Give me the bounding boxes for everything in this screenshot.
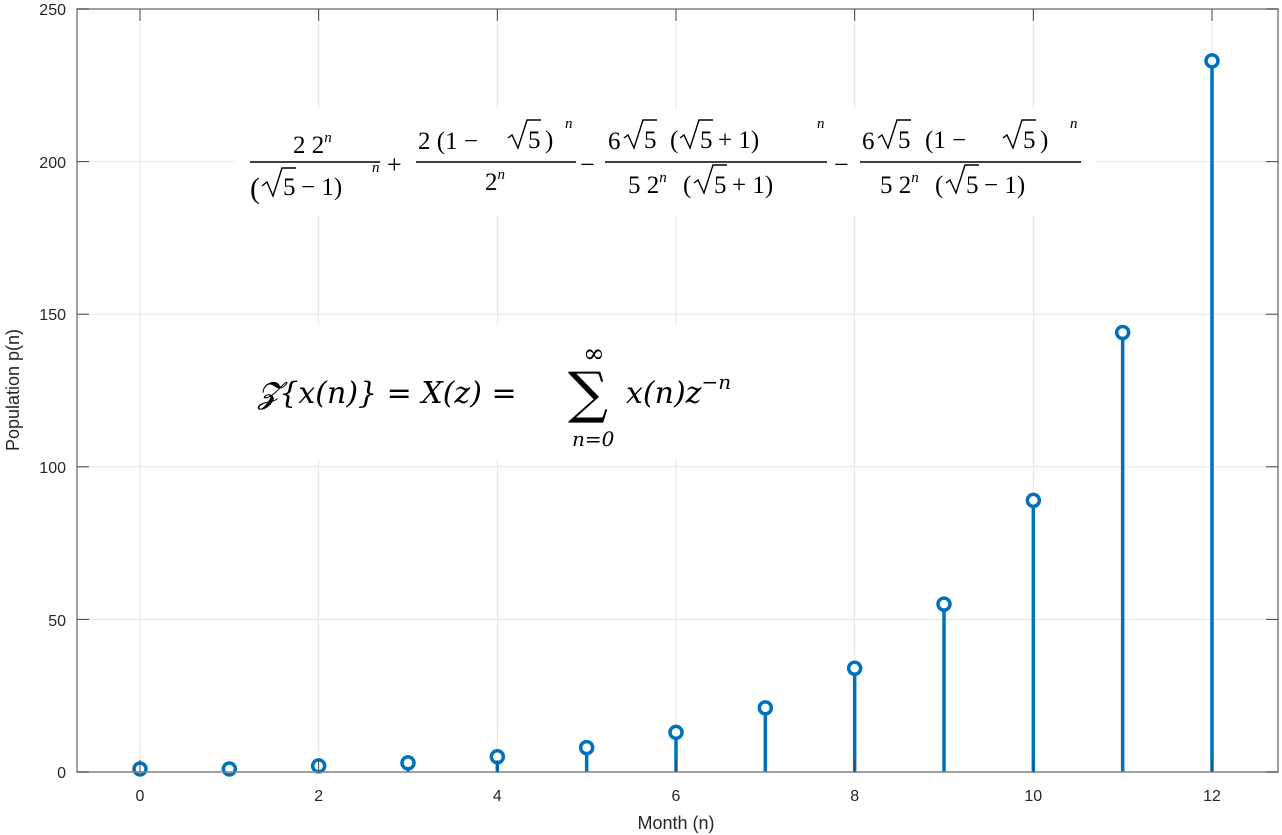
stem-marker <box>846 660 863 676</box>
x-tick-labels: 0 2 4 6 8 10 12 <box>136 788 1221 805</box>
svg-text:(: ( <box>250 172 260 205</box>
svg-text:5: 5 <box>714 172 727 199</box>
closed-form-annotation: 2 2n ( 5 − 1) n + 2 (1 − 5 ) n 2n − 6 5 … <box>235 108 1095 216</box>
svg-text:x(n)z−n: x(n)z−n <box>626 370 731 411</box>
svg-text:−: − <box>834 150 849 179</box>
svg-text:2n: 2n <box>485 167 505 196</box>
svg-text:100: 100 <box>39 460 66 477</box>
svg-text:n=0: n=0 <box>572 427 615 451</box>
svg-text:250: 250 <box>39 2 66 19</box>
axis-ticks <box>77 8 1278 773</box>
svg-text:): ) <box>1040 127 1048 154</box>
stem-marker <box>1025 492 1042 509</box>
stem-marker <box>1114 324 1131 341</box>
svg-text:+ 1): + 1) <box>718 127 759 154</box>
svg-text:− 1): − 1) <box>984 172 1025 199</box>
svg-text:5 2n: 5 2n <box>628 170 667 199</box>
data-series-stems <box>132 53 1220 777</box>
svg-text:10: 10 <box>1024 788 1042 805</box>
svg-text:2: 2 <box>314 788 323 805</box>
svg-text:5: 5 <box>700 127 713 154</box>
svg-text:+: + <box>387 150 402 179</box>
svg-text:0: 0 <box>57 765 66 782</box>
svg-text:4: 4 <box>493 788 502 805</box>
stem-marker <box>400 755 416 771</box>
svg-text:(: ( <box>670 127 678 154</box>
svg-text:(: ( <box>935 172 943 199</box>
svg-text:8: 8 <box>850 788 859 805</box>
svg-text:200: 200 <box>39 155 66 172</box>
svg-text:∞: ∞ <box>583 339 605 369</box>
stem-marker <box>936 596 952 612</box>
y-tick-labels: 0 50 100 150 200 250 <box>39 2 66 782</box>
svg-text:6: 6 <box>672 788 681 805</box>
svg-text:(: ( <box>683 172 691 199</box>
svg-text:): ) <box>545 127 553 154</box>
svg-text:+ 1): + 1) <box>732 172 773 199</box>
svg-text:5 2n: 5 2n <box>880 170 919 199</box>
svg-text:∑: ∑ <box>568 361 608 426</box>
svg-text:5: 5 <box>1023 127 1036 154</box>
svg-text:2 (1 −: 2 (1 − <box>418 128 478 155</box>
svg-text:5: 5 <box>283 174 296 201</box>
svg-text:𝓩{x(n)} = X(z) =: 𝓩{x(n)} = X(z) = <box>257 376 517 411</box>
svg-text:50: 50 <box>48 613 66 630</box>
svg-text:5: 5 <box>898 127 911 154</box>
y-axis-label: Population p(n) <box>3 329 23 451</box>
stem-marker <box>668 724 684 741</box>
svg-text:n: n <box>1070 116 1078 132</box>
stem-marker <box>1204 53 1220 69</box>
svg-text:n: n <box>817 116 825 132</box>
svg-text:6: 6 <box>608 128 621 155</box>
svg-text:5: 5 <box>966 172 979 199</box>
svg-text:n: n <box>372 160 380 176</box>
svg-text:5: 5 <box>528 127 541 154</box>
svg-text:− 1): − 1) <box>301 174 342 201</box>
svg-text:6: 6 <box>862 128 875 155</box>
svg-text:0: 0 <box>136 788 145 805</box>
z-transform-annotation: 𝓩{x(n)} = X(z) = ∑ ∞ n=0 x(n)z−n <box>245 325 765 460</box>
svg-text:12: 12 <box>1203 788 1221 805</box>
svg-text:−: − <box>580 150 595 179</box>
svg-text:(1 −: (1 − <box>925 127 966 154</box>
stem-marker <box>757 700 774 716</box>
svg-text:5: 5 <box>644 127 657 154</box>
svg-text:150: 150 <box>39 307 66 324</box>
stem-marker <box>578 739 595 756</box>
stem-marker <box>221 761 238 777</box>
axes-box <box>76 8 1279 773</box>
svg-text:2 2n: 2 2n <box>293 130 332 159</box>
svg-text:n: n <box>565 116 573 132</box>
x-axis-label: Month (n) <box>637 813 714 833</box>
